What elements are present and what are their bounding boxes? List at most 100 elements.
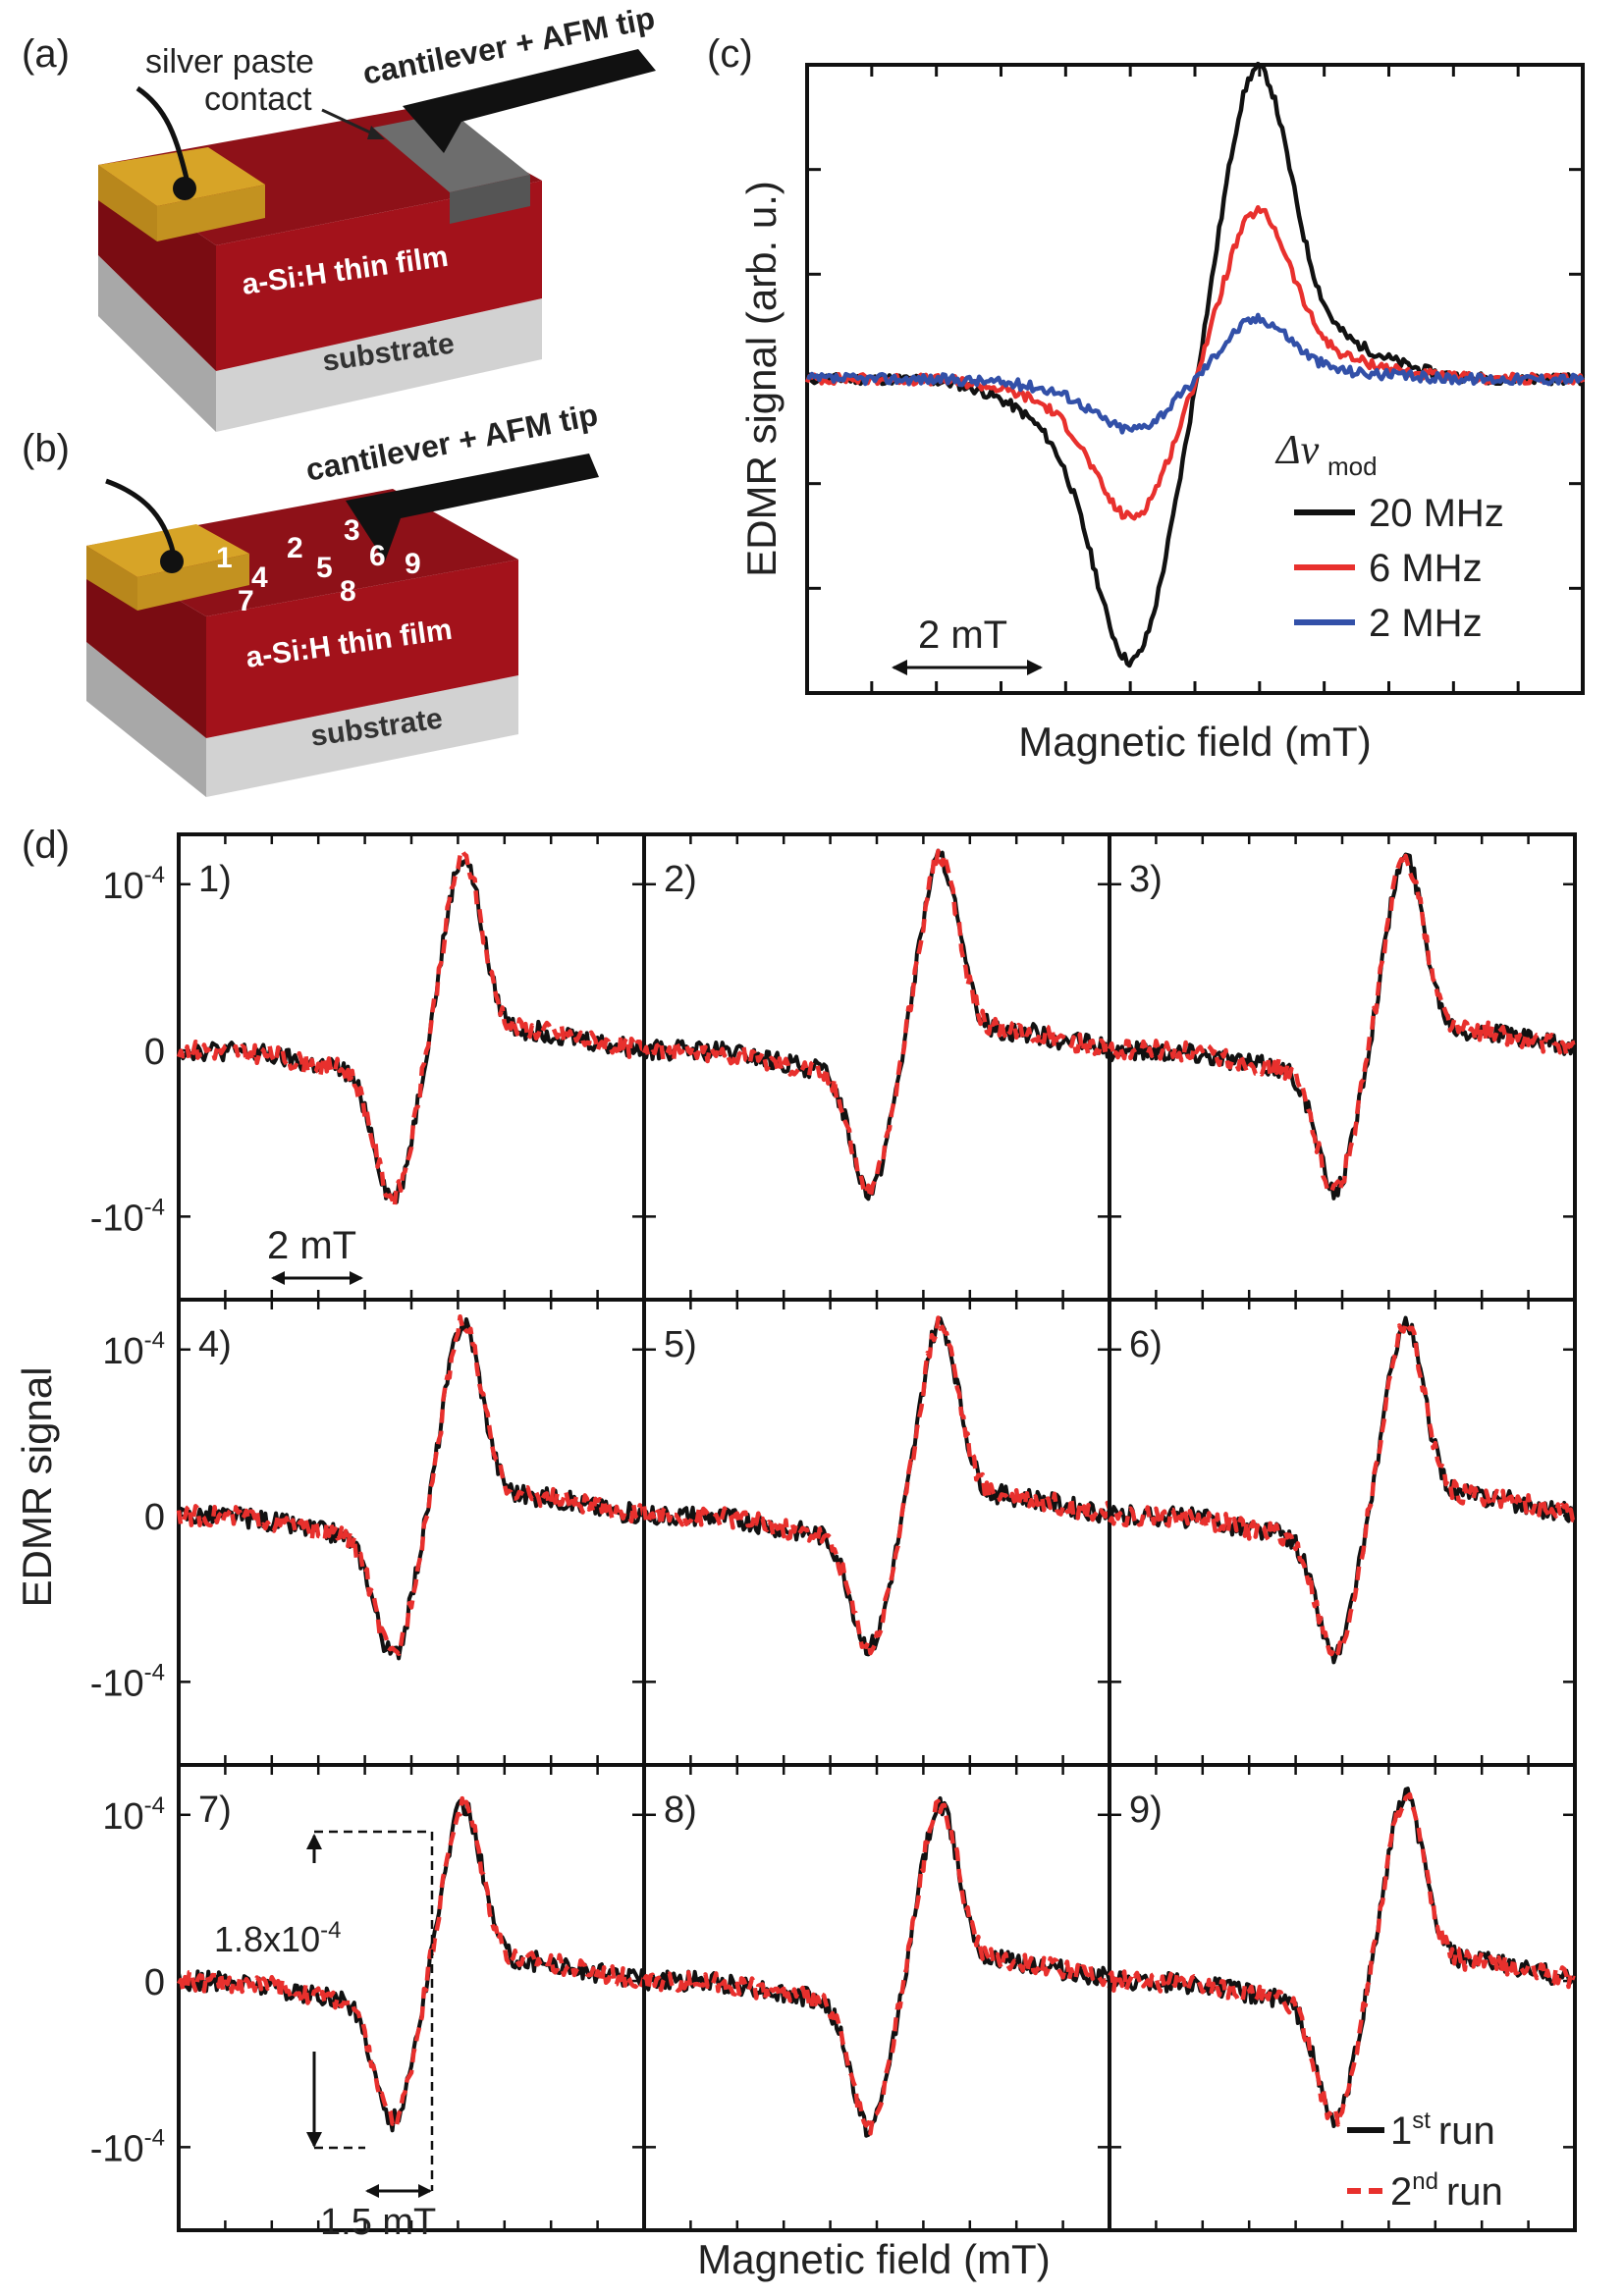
silver-paste-contact-front bbox=[450, 175, 530, 224]
d-scale-bar-arrow-left bbox=[271, 1271, 285, 1285]
subplot-8: 8) bbox=[642, 1763, 1112, 2232]
subplot-frame bbox=[642, 832, 1111, 1302]
d-ytick-label: -10-4 bbox=[90, 1194, 165, 1239]
1st-run-line bbox=[642, 1796, 1111, 2138]
gold-contact-side bbox=[98, 165, 157, 241]
2nd-run-line bbox=[1107, 853, 1576, 1195]
cantilever-b bbox=[346, 454, 599, 561]
panel-d-scale-bar: 2 mT bbox=[267, 1224, 363, 1285]
subplot-3: 3) bbox=[1107, 832, 1577, 1302]
series-line-2MHz bbox=[806, 312, 1585, 435]
d-ytick-label: 10-4 bbox=[102, 862, 165, 907]
scale-bar-arrow-left bbox=[892, 660, 907, 675]
subplot-5: 5) bbox=[641, 1298, 1112, 1767]
legend-entry-1st: 1st run bbox=[1390, 2108, 1495, 2153]
panel-a-label: (a) bbox=[22, 32, 70, 76]
1st-run-line bbox=[1108, 1787, 1577, 2128]
silver-paste-contact bbox=[373, 112, 530, 192]
amplitude-label: 1.8x10-4 bbox=[214, 1917, 341, 1959]
panel-b-schematic: (b) cantilever + AFM tip 1 2 3 4 5 6 7 8… bbox=[22, 397, 601, 797]
1st-run-line bbox=[1108, 852, 1577, 1201]
legend-title: Δν bbox=[1274, 428, 1320, 473]
spot-6: 6 bbox=[369, 540, 386, 572]
amp-arrow-down bbox=[306, 2132, 322, 2148]
subplot-6: 6) bbox=[1107, 1298, 1577, 1767]
subplot-frame bbox=[1108, 832, 1577, 1302]
width-arrow-right bbox=[418, 2184, 432, 2198]
wire-contact-dot-b bbox=[160, 550, 184, 573]
spot-1: 1 bbox=[216, 542, 233, 574]
spot-2: 2 bbox=[287, 532, 303, 564]
2nd-run-line bbox=[641, 1315, 1112, 1656]
legend-entry-6MHz: 6 MHz bbox=[1369, 547, 1483, 590]
legend-title-sub: mod bbox=[1327, 452, 1378, 481]
2nd-run-line bbox=[641, 848, 1112, 1201]
d-ytick-label: -10-4 bbox=[90, 1659, 165, 1704]
gold-contact-front bbox=[157, 185, 265, 241]
panel-c-series bbox=[804, 61, 1586, 668]
panel-c-label: (c) bbox=[707, 32, 753, 76]
2nd-run-line bbox=[177, 1795, 647, 2128]
2nd-run-line bbox=[176, 1313, 647, 1657]
spot-9: 9 bbox=[405, 548, 421, 580]
panel-c-legend: Δν mod 20 MHz 6 MHz 2 MHz bbox=[1274, 428, 1504, 645]
d-ytick-label: 0 bbox=[144, 1962, 165, 2003]
width-arrow-left bbox=[365, 2184, 379, 2198]
gold-contact-top bbox=[98, 147, 265, 206]
subplot-label: 8) bbox=[664, 1789, 697, 1831]
panel-d-label: (d) bbox=[22, 824, 70, 867]
subplot-9: 9) bbox=[1108, 1763, 1577, 2232]
subplot-frame bbox=[642, 1763, 1111, 2232]
subplot-label: 5) bbox=[664, 1324, 697, 1365]
2nd-run-line bbox=[642, 1798, 1112, 2136]
2nd-run-line bbox=[176, 848, 647, 1209]
subplot-2: 2) bbox=[641, 832, 1112, 1302]
d-ytick-label: 10-4 bbox=[102, 1327, 165, 1372]
subplot-7: 7) bbox=[177, 1763, 647, 2232]
1st-run-line bbox=[1109, 1315, 1577, 1665]
subplot-frame bbox=[1108, 1763, 1577, 2232]
spot-4: 4 bbox=[251, 561, 268, 594]
d-ytick-label: 0 bbox=[144, 1032, 165, 1073]
legend-entry-20MHz: 20 MHz bbox=[1369, 492, 1504, 535]
panel-a-schematic: (a) silver paste contact cantilever + AF… bbox=[22, 0, 658, 432]
substrate-front-b bbox=[206, 675, 518, 797]
subplot-frame bbox=[1108, 1298, 1577, 1767]
subplot-label: 7) bbox=[198, 1789, 232, 1831]
series-line-6MHz bbox=[804, 204, 1586, 521]
panel-c-scale-bar: 2 mT bbox=[892, 614, 1043, 675]
wire-contact-dot bbox=[173, 177, 196, 200]
spot-8: 8 bbox=[340, 575, 356, 608]
wire bbox=[135, 85, 191, 187]
d-ytick-label: 10-4 bbox=[102, 1792, 165, 1838]
callout-arrowhead bbox=[367, 126, 385, 139]
subplot-frame bbox=[642, 1298, 1111, 1767]
d-scale-bar-arrow-right bbox=[350, 1271, 363, 1285]
substrate-side-b bbox=[86, 642, 206, 797]
d-ytick-label: -10-4 bbox=[90, 2124, 165, 2169]
subplot-frame bbox=[177, 1763, 646, 2232]
panel-d-subplots: 10-4 0 -10-4 10-4 0 -10-4 10-4 0 -10-4 1) 2) 3) 4) 5)… bbox=[90, 832, 1577, 2232]
panel-d-grid: (d) 10-4 0 -10-4 10-4 0 -10-4 10-4 0 -10-4 1) 2) 3)… bbox=[14, 824, 1577, 2282]
scale-bar-arrow-right bbox=[1027, 660, 1043, 675]
subplot-frame bbox=[177, 1298, 646, 1767]
gold-contact-front-b bbox=[137, 554, 249, 611]
panel-c-xlabel: Magnetic field (mT) bbox=[1018, 719, 1371, 765]
panel-d-scale-bar-label: 2 mT bbox=[267, 1224, 356, 1267]
legend-entry-2MHz: 2 MHz bbox=[1369, 602, 1483, 645]
d-ytick-label: 0 bbox=[144, 1497, 165, 1538]
1st-run-line bbox=[642, 1315, 1111, 1657]
subplot-label: 4) bbox=[198, 1324, 232, 1365]
subplot-7-annotations: 1.8x10-4 1.5 mT bbox=[214, 1830, 436, 2243]
panel-d-legend: 1st run 2nd run bbox=[1347, 2108, 1503, 2214]
cantilever bbox=[403, 49, 656, 153]
wire-b bbox=[105, 478, 178, 561]
width-label: 1.5 mT bbox=[320, 2202, 436, 2243]
substrate-side bbox=[98, 255, 216, 432]
subplot-label: 6) bbox=[1129, 1324, 1163, 1365]
film-front bbox=[216, 181, 542, 371]
contact-label: contact bbox=[204, 80, 312, 118]
legend-entry-2nd: 2nd run bbox=[1390, 2168, 1503, 2214]
spot-5: 5 bbox=[316, 552, 333, 584]
panel-c-scale-bar-label: 2 mT bbox=[918, 614, 1007, 657]
